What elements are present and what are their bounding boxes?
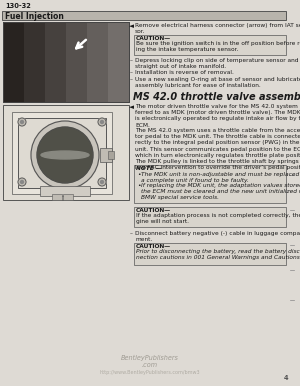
Circle shape bbox=[98, 118, 106, 126]
Bar bbox=[134, 165, 286, 203]
Text: Prior to disconnecting the battery, read the battery discon-
nection cautions in: Prior to disconnecting the battery, read… bbox=[136, 249, 300, 260]
Text: BentleyPublishers: BentleyPublishers bbox=[121, 355, 179, 361]
Circle shape bbox=[98, 178, 106, 186]
Text: CAUTION—: CAUTION— bbox=[136, 36, 171, 41]
Bar bbox=[66, 22, 87, 102]
Bar bbox=[52, 194, 62, 200]
Bar bbox=[12, 112, 112, 194]
Text: The MDK unit is non-adjustable and must be replaced as
a complete unit if found : The MDK unit is non-adjustable and must … bbox=[141, 172, 300, 183]
Bar bbox=[108, 151, 114, 159]
Bar bbox=[2, 11, 286, 20]
Text: 4: 4 bbox=[284, 375, 288, 381]
Text: Depress locking clip on side of temperature sensor and pull
straight out of inta: Depress locking clip on side of temperat… bbox=[135, 58, 300, 69]
Text: Use a new sealing O-ring at base of sensor and lubricate with
assembly lubricant: Use a new sealing O-ring at base of sens… bbox=[135, 77, 300, 88]
Circle shape bbox=[100, 181, 103, 183]
Text: –: – bbox=[130, 58, 133, 63]
Bar bbox=[3, 22, 24, 102]
Bar bbox=[40, 186, 90, 196]
Text: –: – bbox=[130, 70, 133, 75]
Bar bbox=[100, 148, 112, 162]
Text: If replacing the MDK unit, the adaptation values stored in
the ECM must be clear: If replacing the MDK unit, the adaptatio… bbox=[141, 183, 300, 200]
Bar bbox=[134, 243, 286, 265]
Text: •: • bbox=[137, 172, 140, 177]
Text: Installation is reverse of removal.: Installation is reverse of removal. bbox=[135, 70, 234, 75]
Text: ◄: ◄ bbox=[129, 104, 134, 110]
Text: Remove electrical harness connector (arrow) from IAT sen-
sor.: Remove electrical harness connector (arr… bbox=[135, 23, 300, 34]
Bar bbox=[63, 194, 73, 200]
Bar bbox=[24, 22, 45, 102]
Text: NOTE —: NOTE — bbox=[136, 166, 162, 171]
Text: Fuel Injection: Fuel Injection bbox=[5, 12, 64, 21]
Bar bbox=[45, 22, 66, 102]
Text: –: – bbox=[130, 231, 133, 236]
Bar bbox=[3, 22, 129, 102]
Bar bbox=[18, 118, 106, 188]
Bar bbox=[3, 105, 129, 200]
Text: Disconnect battery negative (-) cable in luggage compart-
ment.: Disconnect battery negative (-) cable in… bbox=[135, 231, 300, 242]
Ellipse shape bbox=[41, 151, 89, 159]
Text: If the adaptation process is not completed correctly, the en-
gine will not star: If the adaptation process is not complet… bbox=[136, 213, 300, 224]
Circle shape bbox=[31, 121, 99, 189]
Text: Be sure the ignition switch is in the off position before replac-
ing the intake: Be sure the ignition switch is in the of… bbox=[136, 41, 300, 52]
Text: CAUTION—: CAUTION— bbox=[136, 208, 171, 213]
Text: The motor driven throttle valve for the MS 42.0 system is re-
ferred to as MDK (: The motor driven throttle valve for the … bbox=[135, 104, 300, 128]
Circle shape bbox=[38, 128, 92, 182]
Circle shape bbox=[18, 178, 26, 186]
Circle shape bbox=[18, 118, 26, 126]
Text: http://www.BentleyPublishers.com/bmw3: http://www.BentleyPublishers.com/bmw3 bbox=[100, 370, 200, 375]
Text: ◄: ◄ bbox=[129, 23, 134, 29]
Text: –: – bbox=[130, 77, 133, 82]
Bar bbox=[108, 22, 129, 102]
Text: CAUTION—: CAUTION— bbox=[136, 244, 171, 249]
Bar bbox=[134, 207, 286, 227]
Circle shape bbox=[37, 127, 93, 183]
Text: 130-32: 130-32 bbox=[5, 3, 31, 9]
Circle shape bbox=[20, 120, 23, 124]
Text: The MS 42.0 system uses a throttle cable from the accelera-
tor pedal to the MDK: The MS 42.0 system uses a throttle cable… bbox=[135, 128, 300, 170]
Bar bbox=[134, 35, 286, 55]
Text: MS 42.0 throttle valve assembly, replacing: MS 42.0 throttle valve assembly, replaci… bbox=[133, 92, 300, 102]
Bar bbox=[3, 22, 129, 102]
Bar bbox=[87, 22, 108, 102]
Text: .com: .com bbox=[142, 362, 158, 368]
Circle shape bbox=[100, 120, 103, 124]
Circle shape bbox=[20, 181, 23, 183]
Text: •: • bbox=[137, 183, 140, 188]
